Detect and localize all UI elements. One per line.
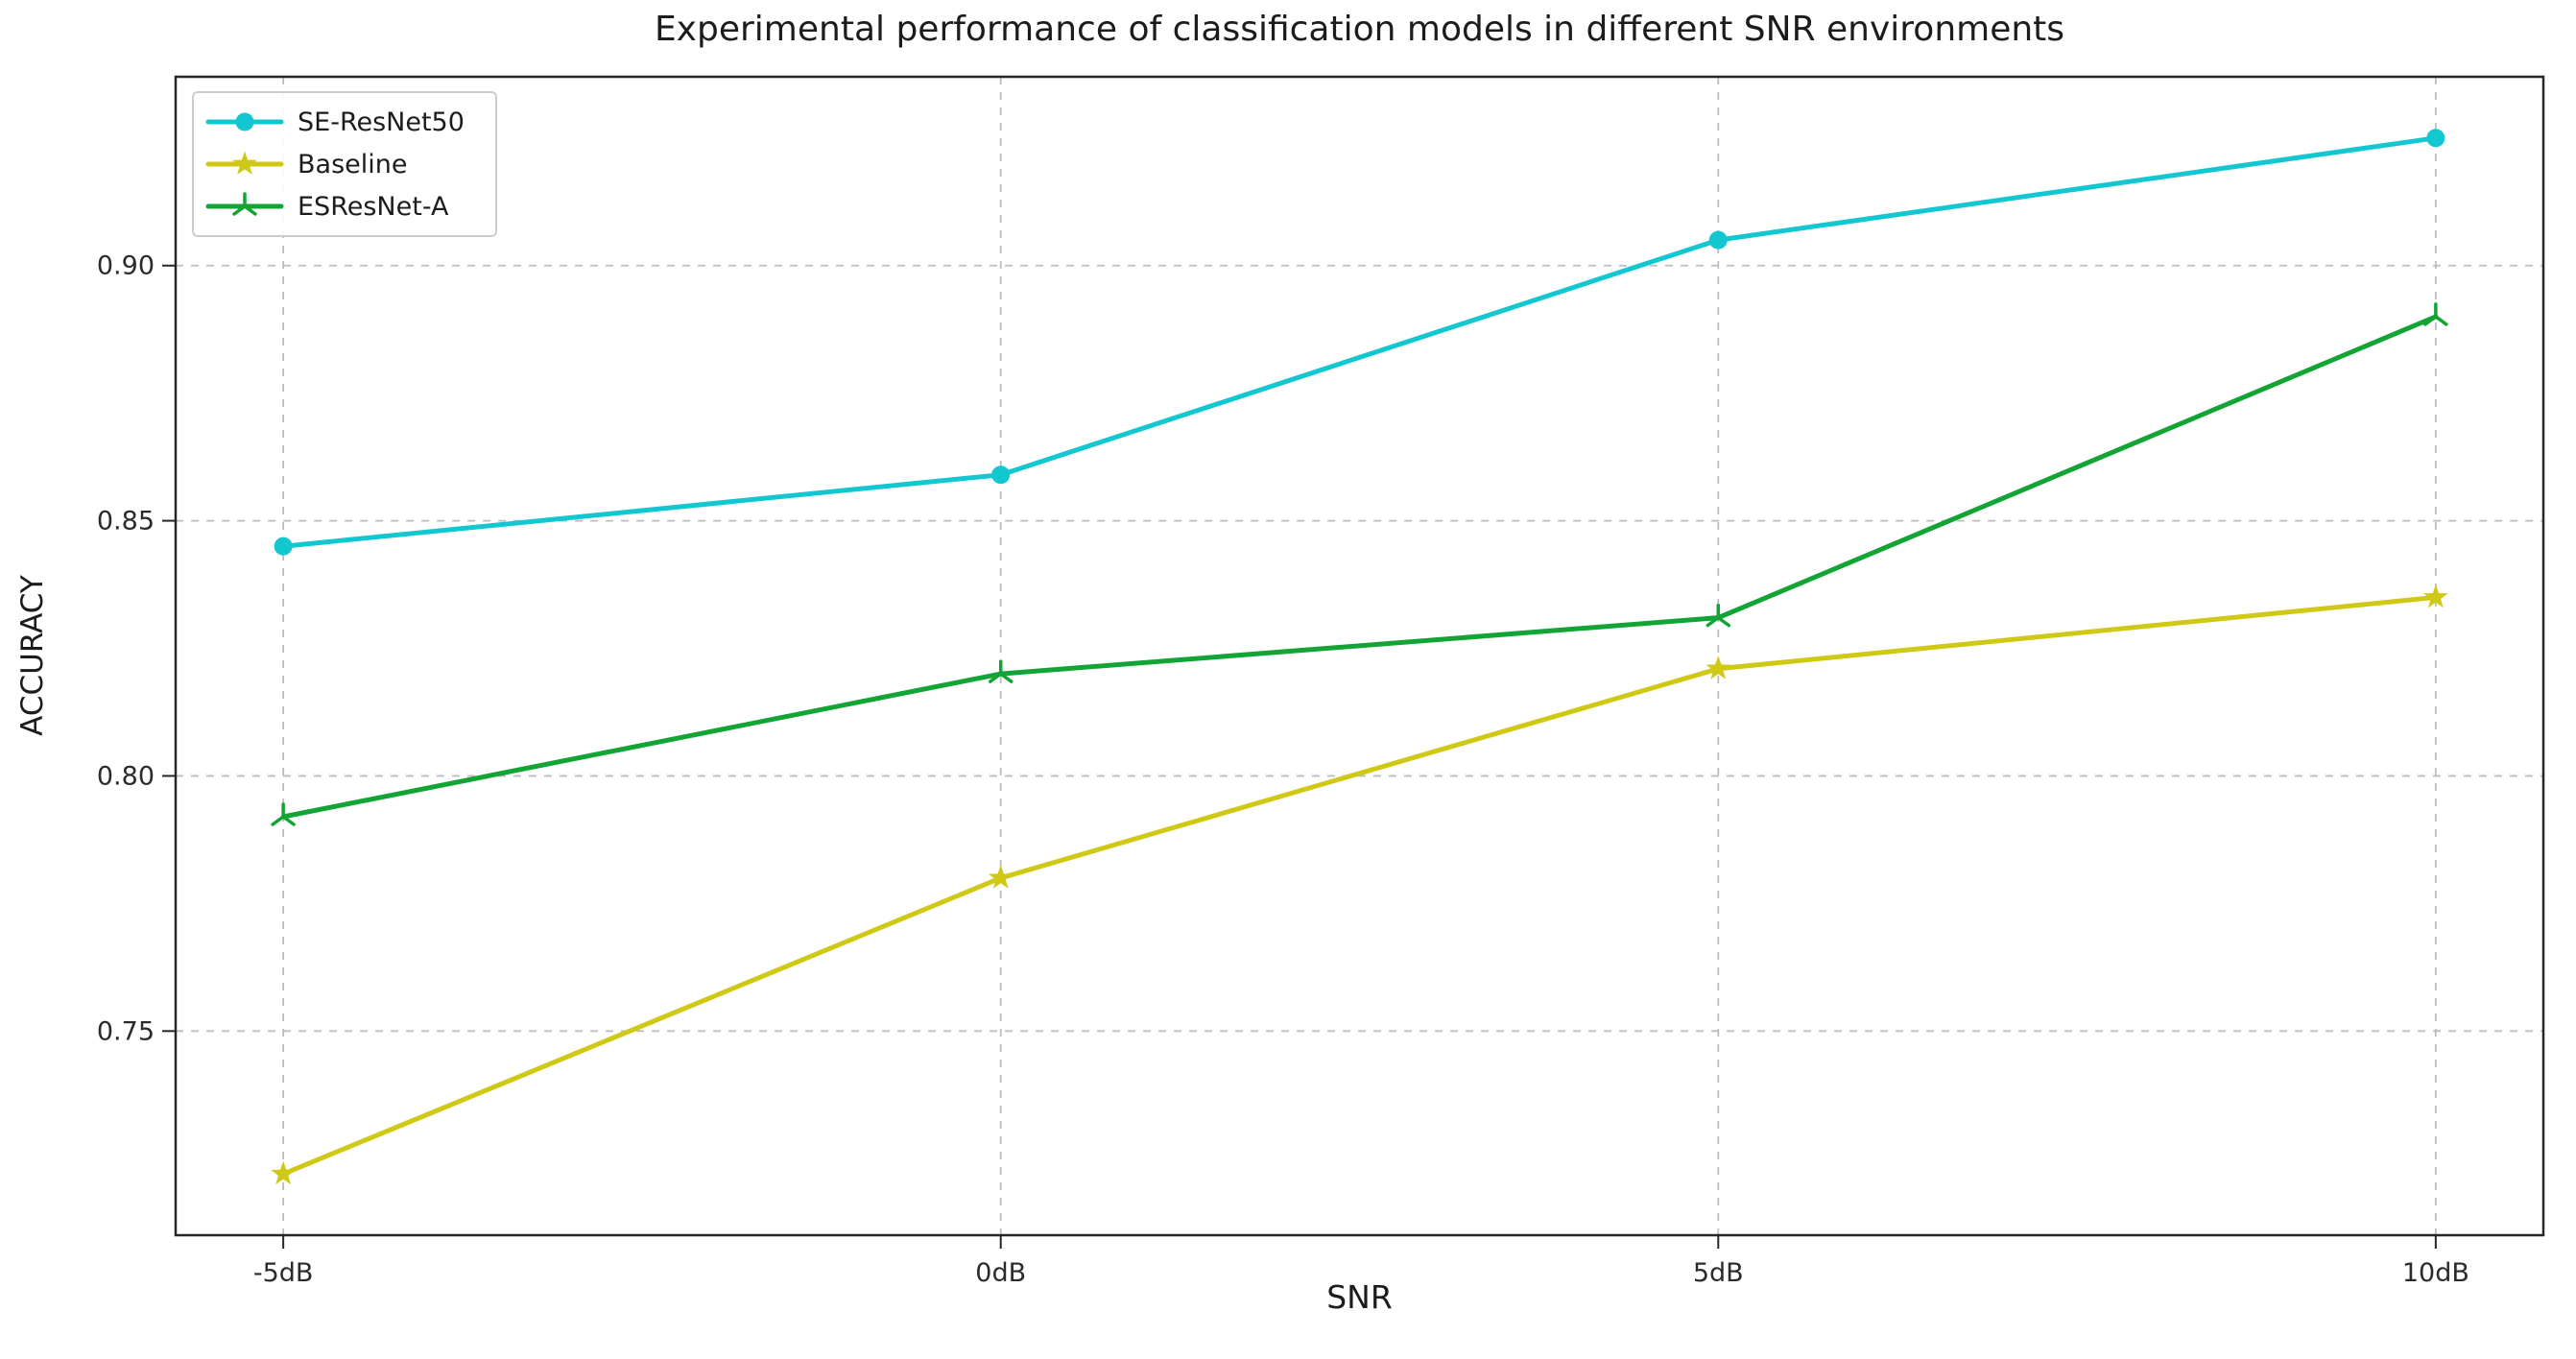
legend: SE-ResNet50 Baseline ESResNet-A bbox=[192, 91, 497, 237]
star-marker-icon bbox=[1705, 656, 1731, 680]
tri-down-marker-icon bbox=[988, 659, 1014, 683]
series-line bbox=[280, 314, 2439, 820]
line-with-star-marker-icon bbox=[205, 151, 284, 175]
y-tick-label: 0.75 bbox=[97, 1016, 155, 1046]
x-tick-label: 10dB bbox=[2402, 1258, 2469, 1288]
circle-marker-icon bbox=[1708, 230, 1728, 250]
legend-item-baseline: Baseline bbox=[205, 150, 484, 179]
tri-down-marker-icon bbox=[2423, 302, 2448, 326]
star-marker-icon bbox=[271, 1160, 296, 1185]
legend-item-esresnet-a: ESResNet-A bbox=[205, 192, 484, 222]
y-tick-label: 0.85 bbox=[97, 507, 155, 536]
tri-down-marker-icon bbox=[1705, 603, 1731, 628]
series-esresnet-a bbox=[271, 302, 2448, 826]
x-tick-label: 0dB bbox=[975, 1258, 1026, 1288]
series-se-resnet50 bbox=[274, 129, 2445, 556]
star-marker-icon bbox=[988, 865, 1014, 889]
x-tick-label: -5dB bbox=[253, 1258, 314, 1288]
legend-label: ESResNet-A bbox=[298, 191, 449, 222]
series-baseline bbox=[271, 584, 2448, 1185]
x-tick-label: 5dB bbox=[1693, 1258, 1744, 1288]
circle-marker-icon bbox=[235, 112, 254, 131]
tri-down-marker-icon bbox=[271, 802, 296, 826]
series-line bbox=[280, 594, 2439, 1177]
legend-label: SE-ResNet50 bbox=[298, 107, 465, 137]
circle-marker-icon bbox=[2426, 129, 2445, 148]
legend-item-se-resnet50: SE-ResNet50 bbox=[205, 107, 484, 137]
y-tick-label: 0.80 bbox=[97, 761, 155, 791]
line-with-circle-marker-icon bbox=[205, 112, 284, 131]
line-with-tri-down-marker-icon bbox=[205, 192, 284, 216]
circle-marker-icon bbox=[991, 465, 1011, 485]
axes-spines bbox=[174, 75, 2545, 1237]
star-marker-icon bbox=[232, 151, 257, 175]
y-tick-label: 0.90 bbox=[97, 251, 155, 281]
circle-marker-icon bbox=[274, 536, 293, 556]
series-line bbox=[280, 135, 2439, 549]
star-marker-icon bbox=[2423, 584, 2448, 608]
axis-ticks: 0.75 0.80 0.85 0.90 -5dB 0dB 5dB 10dB bbox=[97, 251, 2469, 1288]
legend-label: Baseline bbox=[298, 149, 408, 179]
gridlines bbox=[176, 77, 2543, 1235]
tri-down-marker-icon bbox=[232, 192, 257, 216]
chart-title: Experimental performance of classificati… bbox=[654, 10, 2065, 49]
x-axis-label: SNR bbox=[1326, 1278, 1393, 1316]
